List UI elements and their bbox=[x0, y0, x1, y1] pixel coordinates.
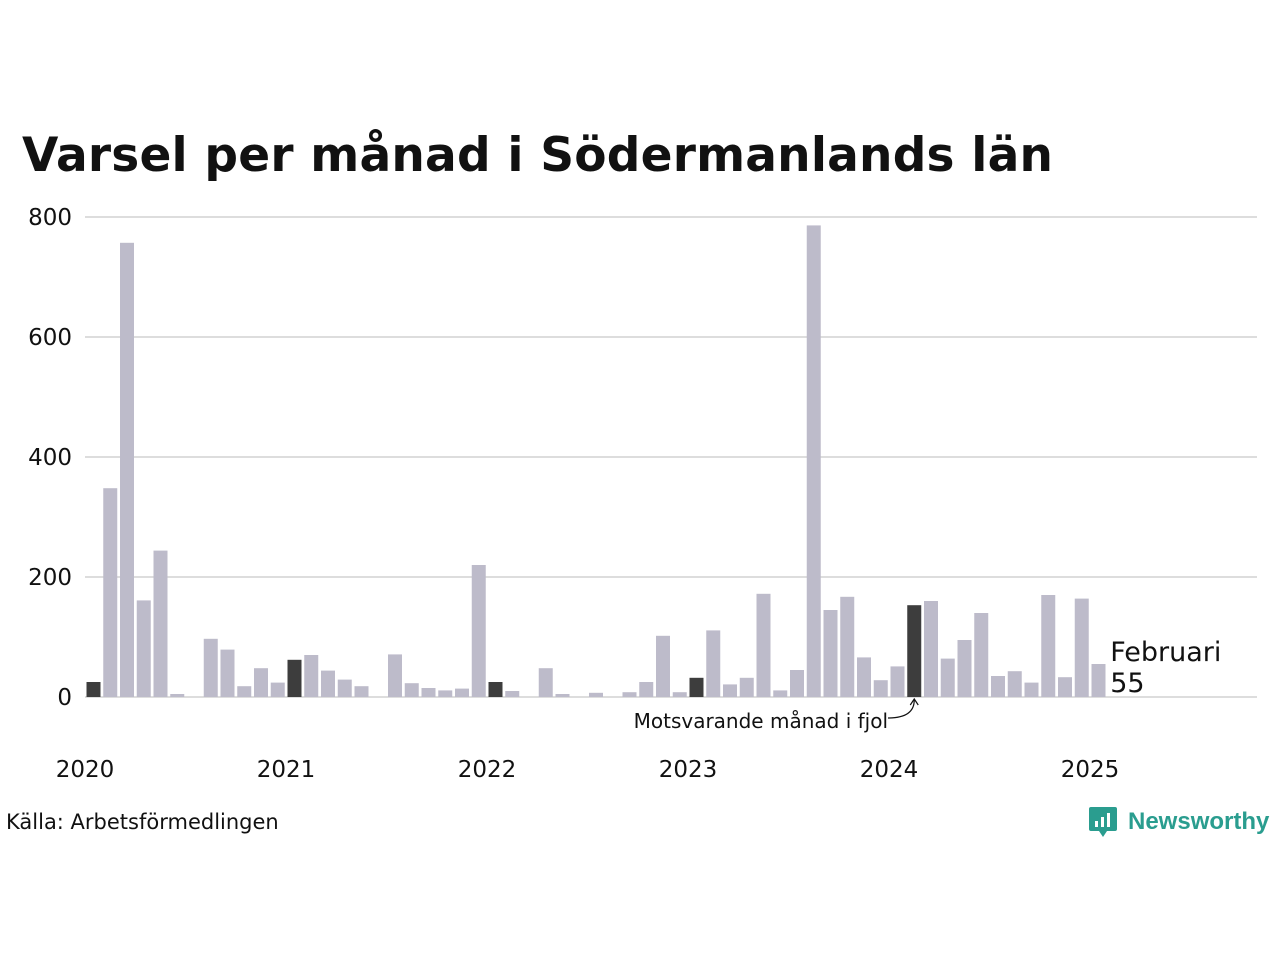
x-tick-label: 2024 bbox=[860, 757, 919, 783]
bar bbox=[974, 613, 989, 697]
x-tick-label: 2021 bbox=[257, 757, 316, 783]
bar bbox=[404, 683, 419, 697]
bar bbox=[706, 630, 721, 697]
bar bbox=[538, 668, 553, 697]
bar bbox=[723, 684, 737, 697]
bar bbox=[773, 690, 788, 697]
bar bbox=[739, 677, 754, 697]
bar-same-month bbox=[86, 682, 101, 697]
bar bbox=[1058, 677, 1072, 697]
bar bbox=[1007, 671, 1022, 697]
bar bbox=[304, 655, 319, 697]
source-note: Källa: Arbetsförmedlingen bbox=[6, 810, 279, 834]
bar bbox=[857, 657, 871, 697]
brand-logo: Newsworthy bbox=[1088, 804, 1269, 840]
y-tick-label: 400 bbox=[28, 445, 72, 471]
bar bbox=[1091, 664, 1106, 697]
y-tick-label: 200 bbox=[28, 565, 72, 591]
bar bbox=[622, 692, 637, 697]
bar bbox=[790, 670, 804, 697]
brand-name: Newsworthy bbox=[1128, 808, 1270, 835]
bar-layer bbox=[86, 225, 1106, 698]
bar bbox=[455, 688, 469, 697]
bar-same-month bbox=[689, 677, 704, 697]
bar bbox=[471, 565, 486, 697]
bar bbox=[254, 668, 268, 697]
bar-same-month bbox=[488, 682, 503, 697]
bar bbox=[924, 601, 938, 697]
bar bbox=[756, 593, 771, 697]
annotation-text: Motsvarande månad i fjol bbox=[634, 709, 888, 733]
bar bbox=[656, 635, 670, 697]
bar bbox=[890, 666, 905, 697]
bar bbox=[1024, 682, 1039, 697]
label-layer: 0 200 400 600 800 2020 2021 2022 2023 2024 2025 Feb… bbox=[28, 205, 1221, 783]
bar bbox=[991, 676, 1005, 697]
bar bbox=[153, 550, 168, 697]
bar bbox=[806, 225, 821, 697]
bar-same-month bbox=[907, 605, 922, 697]
bar bbox=[940, 658, 955, 697]
bar bbox=[957, 640, 972, 697]
bar bbox=[555, 694, 570, 697]
bar bbox=[421, 688, 436, 697]
bar bbox=[203, 638, 218, 697]
bar bbox=[823, 610, 838, 697]
annotation-arrow bbox=[887, 699, 915, 719]
bar-same-month bbox=[287, 659, 302, 697]
bar bbox=[237, 686, 252, 697]
bar bbox=[321, 670, 335, 697]
bar-chart: 0 200 400 600 800 2020 2021 2022 2023 2024 2025 Feb… bbox=[28, 205, 1257, 783]
bar bbox=[136, 600, 151, 697]
bar bbox=[639, 682, 654, 697]
bar bbox=[337, 679, 352, 697]
bar bbox=[354, 686, 369, 697]
bar bbox=[103, 488, 118, 697]
bar bbox=[840, 596, 855, 697]
y-tick-label: 800 bbox=[28, 205, 72, 231]
y-tick-label: 600 bbox=[28, 325, 72, 351]
newsworthy-logo-icon bbox=[1089, 807, 1117, 837]
bar bbox=[589, 692, 603, 697]
bar bbox=[505, 691, 520, 697]
bar bbox=[1041, 595, 1056, 697]
bar bbox=[873, 680, 888, 697]
x-tick-label: 2020 bbox=[56, 757, 115, 783]
x-tick-label: 2023 bbox=[659, 757, 718, 783]
annotation-arrowhead bbox=[909, 697, 919, 706]
current-month-value: 55 bbox=[1110, 668, 1144, 699]
bar bbox=[270, 682, 285, 697]
y-tick-label: 0 bbox=[57, 685, 72, 711]
bar bbox=[170, 694, 185, 697]
current-month-label: Februari bbox=[1110, 637, 1221, 668]
bar bbox=[220, 649, 235, 697]
chart-title: Varsel per månad i Södermanlands län bbox=[22, 128, 1054, 183]
bar bbox=[672, 692, 687, 697]
bar bbox=[1074, 598, 1089, 697]
bar bbox=[438, 690, 453, 697]
bar bbox=[120, 242, 134, 698]
bar bbox=[388, 654, 402, 697]
x-tick-label: 2022 bbox=[458, 757, 517, 783]
x-tick-label: 2025 bbox=[1061, 757, 1120, 783]
